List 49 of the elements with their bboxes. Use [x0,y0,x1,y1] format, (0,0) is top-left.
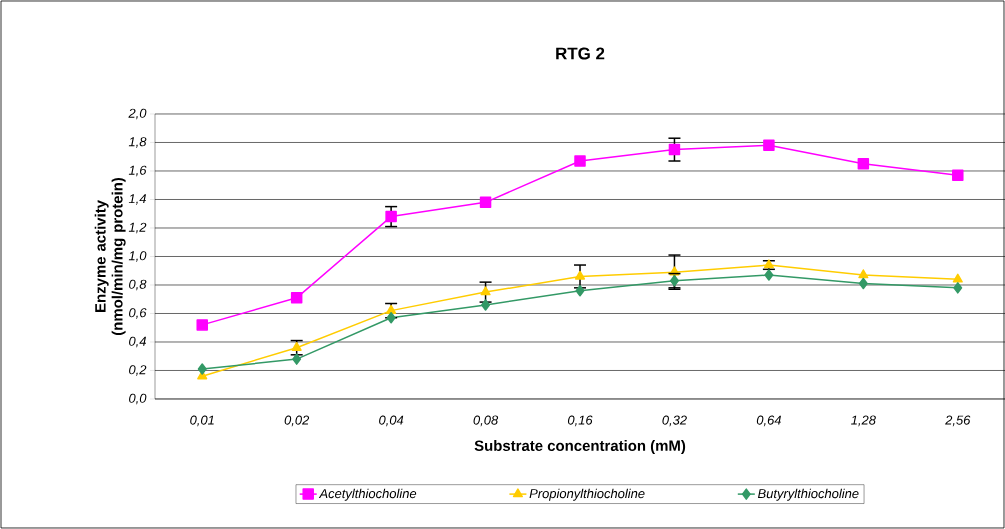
y-tick-label: 0,6 [129,308,147,319]
y-tick-label: 1,0 [128,251,147,262]
point [480,286,491,296]
y-tick-label: 1,8 [128,137,147,148]
point [764,269,774,281]
point [386,304,397,314]
point [292,353,302,365]
x-tick-label: 0,08 [473,415,499,427]
point [196,319,208,331]
y-axis-title: Enzyme activity (nmol/min/mg protein) [94,177,126,336]
point [479,196,492,209]
point [574,155,586,167]
point [952,273,963,283]
point [291,341,302,351]
x-tick-label: 0,01 [190,415,214,427]
point [668,143,681,156]
point [953,282,963,294]
legend-label: Propionylthiocholine [529,488,645,501]
point [290,292,303,304]
point [952,169,964,182]
x-tick-label: 1,28 [851,415,876,427]
y-tick-label: 2,0 [128,108,147,120]
x-tick-label: 0,64 [756,415,782,427]
y-tick-label: 0,8 [129,279,147,291]
point [574,270,586,280]
point [385,210,397,223]
legend-label: Butyrylthiocholine [757,488,859,501]
x-tick-label: 0,02 [284,415,310,427]
y-tick-label: 1,6 [128,165,147,177]
x-axis-title: Substrate concentration (mM) [474,440,686,454]
y-tick-label: 0,4 [129,336,147,348]
y-tick-label: 1,4 [128,194,147,205]
x-tick-label: 0,04 [379,415,404,427]
point [481,299,491,311]
point [858,277,868,290]
y-tick-label: 1,2 [128,222,147,234]
legend-label: Acetylthiocholine [318,488,417,501]
point [575,284,585,297]
x-tick-label: 2,56 [945,415,971,427]
y-tick-label: 0,2 [129,365,147,376]
chart-title: RTG 2 [556,47,605,60]
point [386,312,396,324]
point [763,139,775,152]
x-tick-label: 0,16 [567,415,593,427]
point [857,158,870,170]
point [858,269,869,279]
y-tick-label: 0,0 [129,393,147,405]
x-tick-label: 0,32 [662,415,687,427]
point [197,363,207,375]
